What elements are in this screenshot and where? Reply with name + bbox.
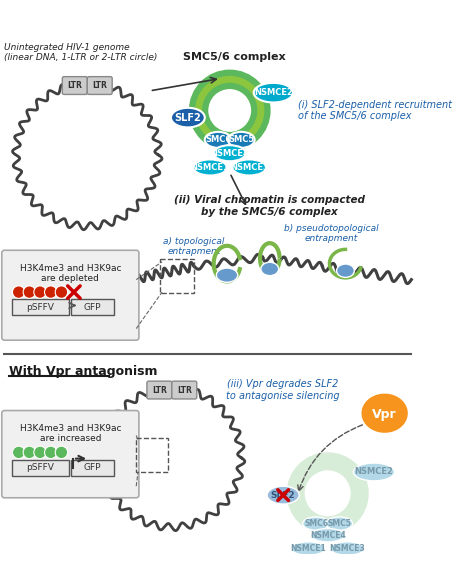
Text: SLF2: SLF2 — [175, 113, 201, 122]
Text: Unintegrated HIV-1 genome
(linear DNA, 1-LTR or 2-LTR circle): Unintegrated HIV-1 genome (linear DNA, 1… — [5, 43, 158, 62]
Text: SMC6: SMC6 — [304, 519, 328, 528]
Text: (ii) Viral chromatin is compacted
by the SMC5/6 complex: (ii) Viral chromatin is compacted by the… — [174, 195, 365, 217]
Ellipse shape — [254, 83, 293, 103]
Circle shape — [13, 286, 25, 298]
Text: NSMCE4: NSMCE4 — [310, 531, 346, 540]
Text: SMC6: SMC6 — [205, 135, 231, 144]
Text: With Vpr antagonism: With Vpr antagonism — [9, 365, 157, 378]
Text: pSFFV: pSFFV — [27, 303, 55, 312]
Text: LTR: LTR — [152, 386, 167, 394]
FancyBboxPatch shape — [2, 250, 139, 340]
Text: NSMCE1: NSMCE1 — [191, 163, 230, 172]
Bar — [160, 259, 194, 293]
Text: H3K4me3 and H3K9ac
are depleted: H3K4me3 and H3K9ac are depleted — [20, 264, 121, 283]
Text: NSMCE2: NSMCE2 — [354, 468, 393, 476]
Ellipse shape — [171, 108, 205, 127]
Text: LTR: LTR — [92, 81, 107, 90]
Polygon shape — [361, 394, 408, 433]
Text: NSMCE3: NSMCE3 — [230, 163, 269, 172]
Bar — [136, 438, 168, 472]
Ellipse shape — [326, 517, 353, 530]
Text: GFP: GFP — [84, 463, 101, 472]
Text: a) topological
entrapment: a) topological entrapment — [163, 237, 225, 256]
Ellipse shape — [354, 463, 395, 481]
Circle shape — [55, 446, 68, 459]
Ellipse shape — [216, 268, 238, 282]
Ellipse shape — [214, 145, 246, 161]
FancyBboxPatch shape — [172, 381, 197, 399]
FancyBboxPatch shape — [2, 411, 139, 498]
Text: LTR: LTR — [67, 81, 82, 90]
Text: SMC5: SMC5 — [327, 519, 351, 528]
Circle shape — [23, 286, 35, 298]
Bar — [71, 459, 114, 475]
Text: LTR: LTR — [177, 386, 192, 394]
Ellipse shape — [193, 159, 227, 175]
FancyBboxPatch shape — [87, 77, 112, 94]
Circle shape — [44, 446, 57, 459]
Text: Vpr: Vpr — [372, 408, 397, 421]
Text: SLF2: SLF2 — [271, 490, 296, 500]
Bar — [12, 459, 70, 475]
Ellipse shape — [205, 132, 232, 148]
Text: NSMCE4: NSMCE4 — [210, 149, 249, 158]
Ellipse shape — [228, 132, 255, 148]
Bar — [71, 299, 114, 315]
Circle shape — [55, 286, 68, 298]
Text: NSMCE3: NSMCE3 — [329, 544, 365, 553]
Text: b) pseudotopological
entrapment: b) pseudotopological entrapment — [284, 223, 379, 243]
Ellipse shape — [291, 542, 325, 555]
FancyBboxPatch shape — [147, 381, 172, 399]
Text: NSMCE1: NSMCE1 — [290, 544, 326, 553]
Circle shape — [44, 286, 57, 298]
Circle shape — [13, 446, 25, 459]
Ellipse shape — [311, 529, 345, 542]
Bar — [12, 299, 70, 315]
Ellipse shape — [233, 159, 266, 175]
Text: SMC5: SMC5 — [228, 135, 255, 144]
Text: SMC5/6 complex: SMC5/6 complex — [183, 52, 285, 62]
Circle shape — [34, 286, 46, 298]
FancyBboxPatch shape — [62, 77, 87, 94]
Ellipse shape — [337, 264, 354, 277]
Ellipse shape — [267, 486, 299, 504]
Text: NSMCE2: NSMCE2 — [254, 88, 293, 97]
Ellipse shape — [261, 263, 279, 275]
Text: pSFFV: pSFFV — [27, 463, 55, 472]
Circle shape — [34, 446, 46, 459]
Circle shape — [23, 446, 35, 459]
Text: H3K4me3 and H3K9ac
are increased: H3K4me3 and H3K9ac are increased — [20, 424, 121, 443]
Ellipse shape — [330, 542, 364, 555]
Text: (iii) Vpr degrades SLF2
to antagonise silencing: (iii) Vpr degrades SLF2 to antagonise si… — [226, 379, 340, 401]
Ellipse shape — [303, 517, 329, 530]
Text: GFP: GFP — [84, 303, 101, 312]
Text: (i) SLF2-dependent recruitment
of the SMC5/6 complex: (i) SLF2-dependent recruitment of the SM… — [298, 100, 452, 121]
